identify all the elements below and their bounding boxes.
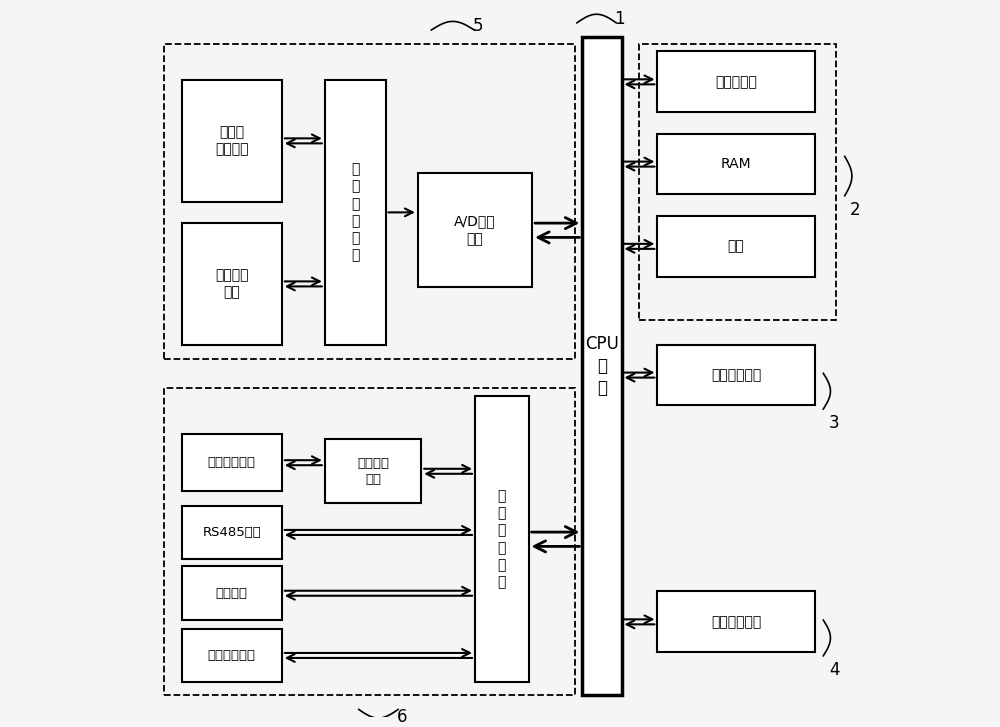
Text: A/D转换
模块: A/D转换 模块 [454,214,496,246]
Bar [639,44,836,320]
Text: 光电转换
模块: 光电转换 模块 [357,457,389,486]
Bar [182,629,282,682]
Bar [582,37,622,695]
Text: 人机交互模块: 人机交互模块 [711,615,761,629]
Bar [182,80,282,201]
Bar [182,505,282,559]
Bar [657,216,815,277]
Text: RS485接口: RS485接口 [202,526,261,539]
Text: 多
路
选
择
开
关: 多 路 选 择 开 关 [351,162,359,262]
Text: 闪存: 闪存 [728,239,744,253]
Bar [182,566,282,620]
Text: 无线通讯模块: 无线通讯模块 [208,649,256,662]
Text: 1: 1 [614,10,625,28]
Text: 开入开出模块: 开入开出模块 [711,368,761,382]
Bar [164,44,575,359]
Bar [182,223,282,345]
Text: RAM: RAM [721,157,751,171]
Bar [325,80,386,345]
Text: CPU
模
块: CPU 模 块 [585,335,619,398]
Text: 以太网口: 以太网口 [216,587,248,600]
Text: 2: 2 [850,201,861,219]
Bar [657,134,815,195]
Bar [657,52,815,112]
Bar [657,345,815,406]
Text: 直流量
输入模块: 直流量 输入模块 [215,125,249,156]
Text: 铁电存储器: 铁电存储器 [715,75,757,89]
Bar [325,439,421,504]
Text: 4: 4 [829,661,839,679]
Text: 3: 3 [829,414,839,433]
Bar [475,396,529,682]
Text: 交流采集
模块: 交流采集 模块 [215,268,249,300]
Bar [657,592,815,652]
Bar [164,387,575,695]
Bar [182,434,282,491]
Text: 光纤以太网口: 光纤以太网口 [208,457,256,469]
Text: 通
信
管
理
模
块: 通 信 管 理 模 块 [498,489,506,590]
Bar [418,173,532,287]
Text: 6: 6 [396,707,407,726]
Text: 5: 5 [473,17,483,36]
